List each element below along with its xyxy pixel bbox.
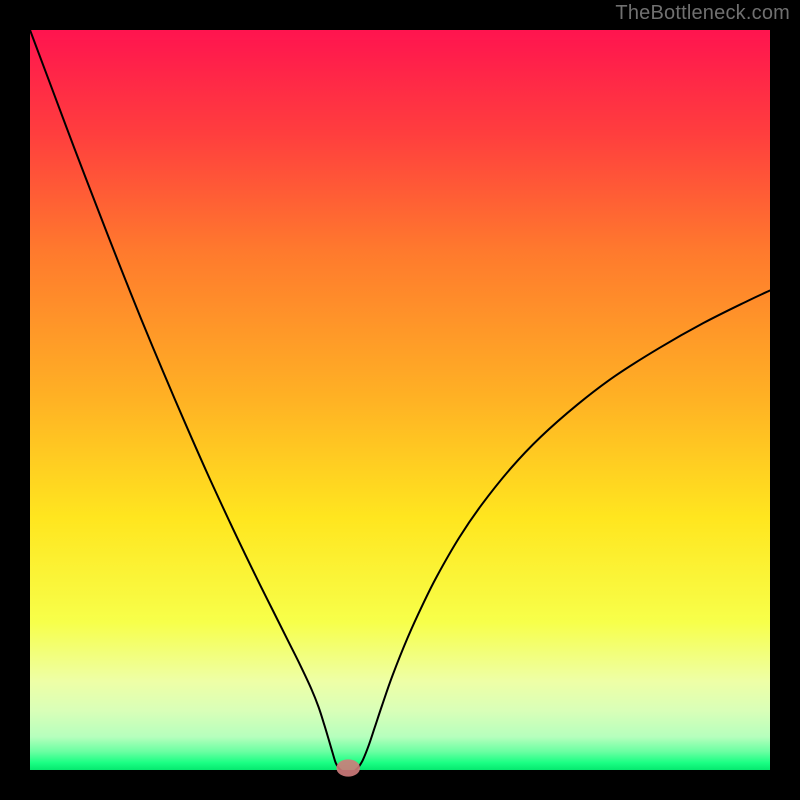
watermark-text: TheBottleneck.com [615, 2, 790, 25]
min-marker [336, 759, 360, 776]
chart-container: { "watermark": "TheBottleneck.com", "cha… [0, 0, 800, 800]
bottleneck-chart [0, 0, 800, 800]
